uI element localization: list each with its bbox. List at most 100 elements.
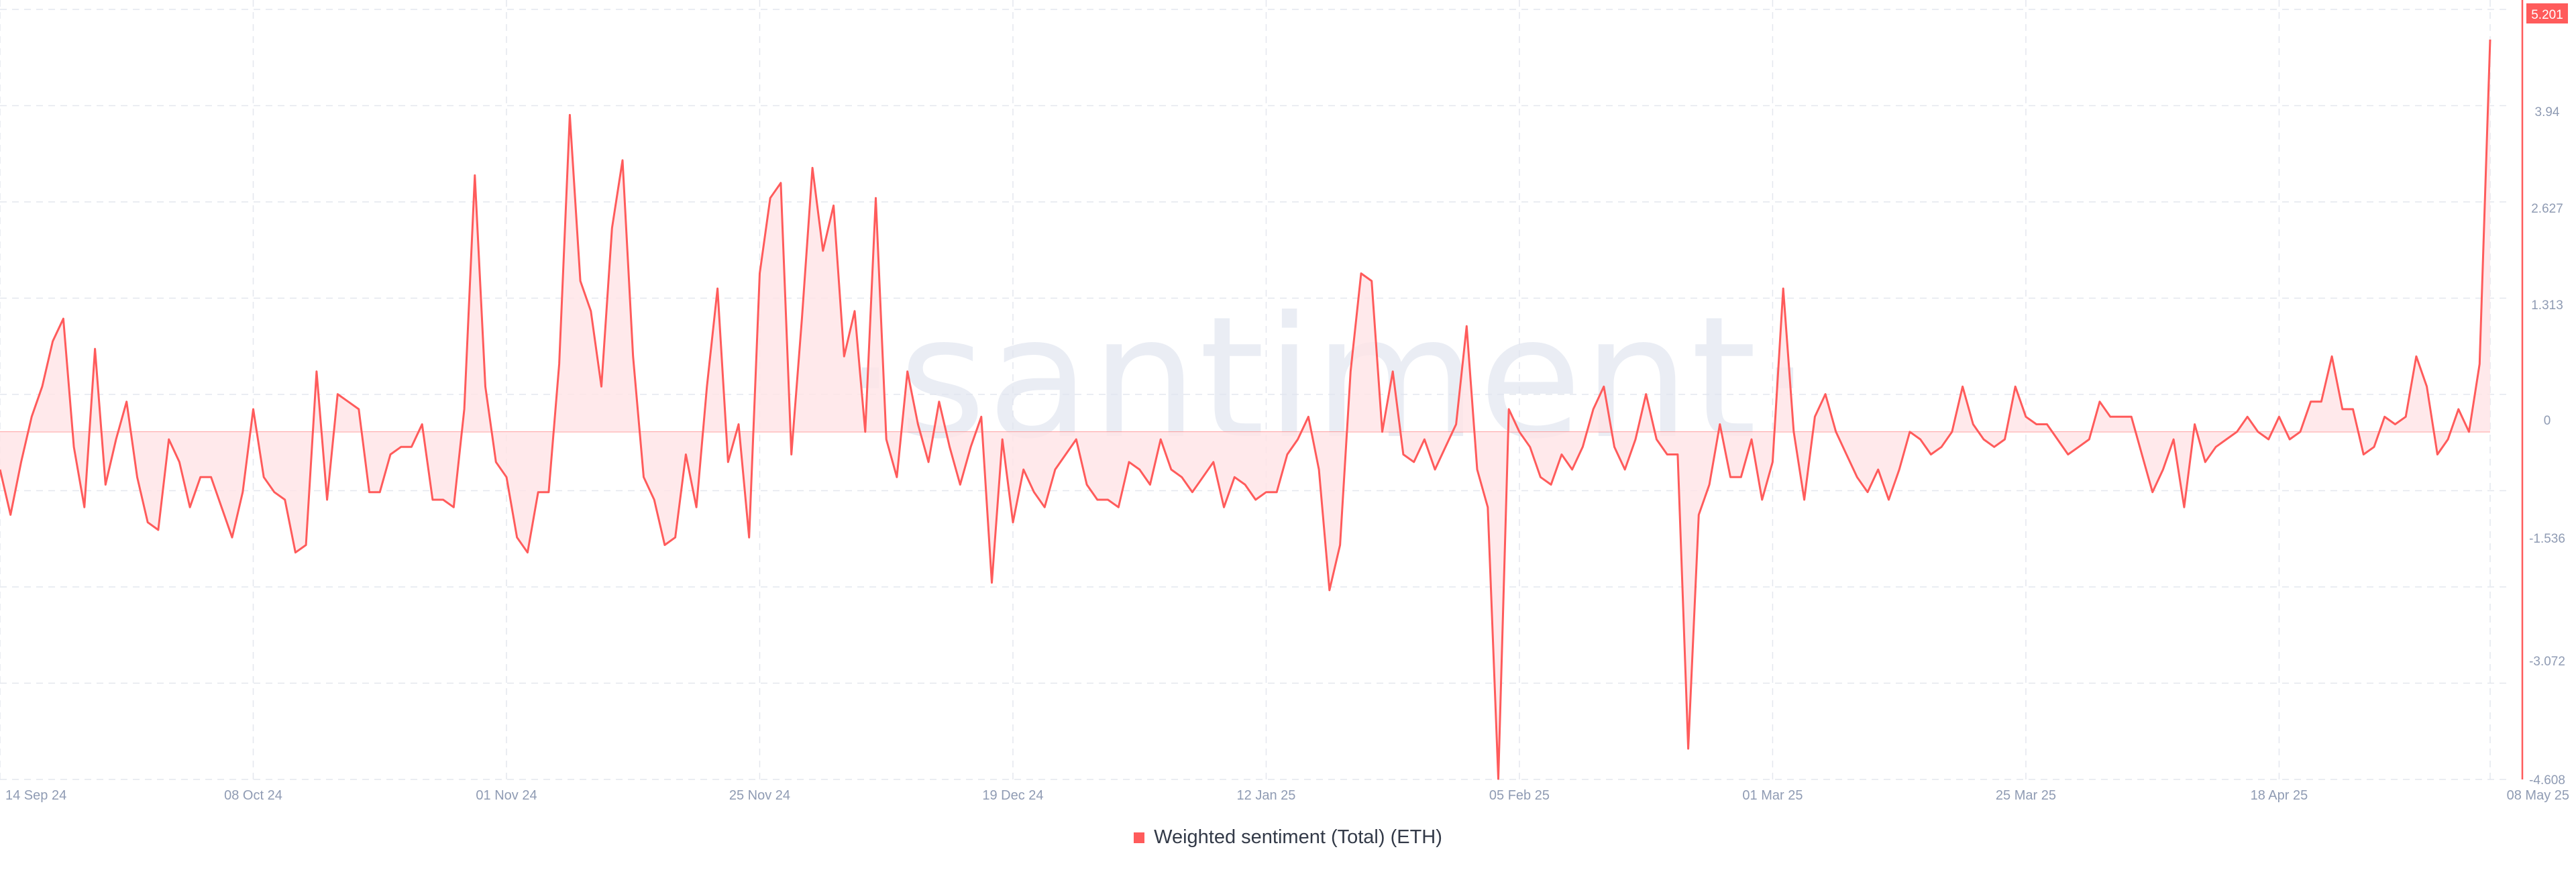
data-point: [1898, 468, 1900, 471]
data-point: [2194, 423, 2196, 426]
data-point: [1750, 438, 1753, 441]
data-point: [474, 174, 476, 176]
data-point: [2151, 491, 2154, 494]
data-point: [969, 445, 972, 448]
data-point: [326, 498, 329, 501]
data-point: [1951, 431, 1953, 433]
data-point: [2457, 408, 2460, 411]
data-point: [2383, 415, 2386, 418]
data-point: [1032, 491, 1035, 494]
sentiment-chart: ·santiment· 5.2013.942.6271.3130-1.536-3…: [0, 0, 2569, 803]
data-point: [811, 166, 814, 169]
data-point: [1729, 476, 1732, 478]
data-point: [1835, 431, 1837, 433]
data-point: [1487, 506, 1489, 508]
data-point: [2204, 461, 2206, 464]
data-point: [1782, 287, 1784, 290]
data-point: [231, 536, 233, 539]
data-point: [1339, 543, 1342, 546]
x-tick-label: 01 Nov 24: [476, 788, 537, 803]
data-point: [2478, 363, 2481, 366]
series-line: [0, 39, 2491, 780]
data-point: [220, 506, 223, 508]
data-point: [262, 476, 265, 478]
data-point: [864, 431, 867, 433]
data-point: [579, 280, 582, 282]
data-point: [2119, 415, 2122, 418]
data-point: [2056, 438, 2059, 441]
data-point: [1962, 385, 1964, 388]
data-point: [2277, 415, 2280, 418]
data-point: [2214, 445, 2217, 448]
data-point: [442, 498, 445, 501]
data-point: [1634, 438, 1637, 441]
data-point: [1919, 438, 1922, 441]
data-point: [2394, 423, 2396, 426]
data-point: [1909, 431, 1911, 433]
data-point: [2246, 415, 2249, 418]
data-point: [2014, 385, 2017, 388]
data-point: [727, 461, 729, 464]
data-point: [168, 438, 170, 441]
data-point: [494, 461, 497, 464]
data-point: [748, 536, 751, 539]
data-point: [959, 484, 961, 486]
data-point: [2447, 438, 2449, 441]
y-tick-label: -3.072: [2529, 655, 2565, 669]
data-point: [906, 370, 909, 373]
data-point: [885, 438, 888, 441]
data-point: [2426, 385, 2428, 388]
data-point: [2130, 415, 2133, 418]
data-point: [19, 461, 22, 464]
data-point: [1465, 325, 1468, 327]
data-point: [642, 476, 645, 478]
data-point: [2436, 453, 2438, 456]
x-tick-label: 01 Mar 25: [1742, 788, 1803, 803]
data-point: [9, 513, 12, 516]
data-point: [684, 453, 687, 456]
data-point: [1254, 498, 1257, 501]
data-point: [1603, 385, 1605, 388]
data-point: [378, 491, 381, 494]
data-point: [874, 197, 877, 199]
data-point: [2003, 438, 2006, 441]
data-point: [790, 453, 793, 456]
data-point: [294, 551, 297, 554]
y-tick-label: 2.627: [2531, 202, 2563, 216]
data-point: [737, 423, 740, 426]
data-point: [1708, 484, 1711, 486]
data-point: [2257, 431, 2259, 433]
data-point: [1613, 445, 1616, 448]
data-point: [2067, 453, 2070, 456]
x-tick-label: 18 Apr 25: [2251, 788, 2308, 803]
x-tick-label: 08 Oct 24: [224, 788, 282, 803]
data-point: [1117, 506, 1120, 508]
data-point: [178, 461, 180, 464]
data-point: [1993, 445, 1996, 448]
data-point: [1877, 468, 1880, 471]
data-point: [421, 423, 423, 426]
data-point: [136, 476, 138, 478]
data-point: [83, 506, 86, 508]
data-point: [2035, 423, 2038, 426]
x-tick-label: 19 Dec 24: [982, 788, 1043, 803]
x-tick-label: 05 Feb 25: [1489, 788, 1550, 803]
data-point: [1813, 415, 1816, 418]
data-point: [1085, 484, 1088, 486]
data-point: [368, 491, 371, 494]
y-axis-ticks: 5.201 3.94 2.627 1.313 0 -1.536 -3.072 -4.608: [2526, 3, 2568, 787]
y-tick-label: 3.94: [2535, 105, 2560, 119]
data-point: [1792, 431, 1795, 433]
data-point: [526, 551, 529, 554]
data-point: [389, 453, 392, 456]
data-point: [653, 498, 655, 501]
data-point: [1349, 370, 1352, 373]
data-point: [1381, 431, 1383, 433]
data-point: [1539, 476, 1542, 478]
data-point: [1307, 415, 1309, 418]
data-point: [2109, 415, 2112, 418]
data-point: [558, 363, 561, 366]
data-point: [1065, 453, 1067, 456]
data-point: [52, 340, 54, 343]
data-point: [1761, 498, 1764, 501]
